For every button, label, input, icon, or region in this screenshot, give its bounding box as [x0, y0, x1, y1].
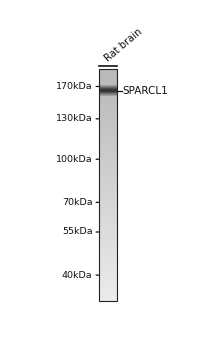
Bar [99, 69, 117, 301]
Text: SPARCL1: SPARCL1 [122, 85, 168, 96]
Text: Rat brain: Rat brain [103, 27, 144, 64]
Text: 55kDa: 55kDa [62, 228, 93, 237]
Text: 100kDa: 100kDa [56, 155, 93, 164]
Text: 170kDa: 170kDa [56, 82, 93, 91]
Text: 70kDa: 70kDa [62, 198, 93, 207]
Text: 130kDa: 130kDa [56, 114, 93, 123]
Text: 40kDa: 40kDa [62, 271, 93, 280]
